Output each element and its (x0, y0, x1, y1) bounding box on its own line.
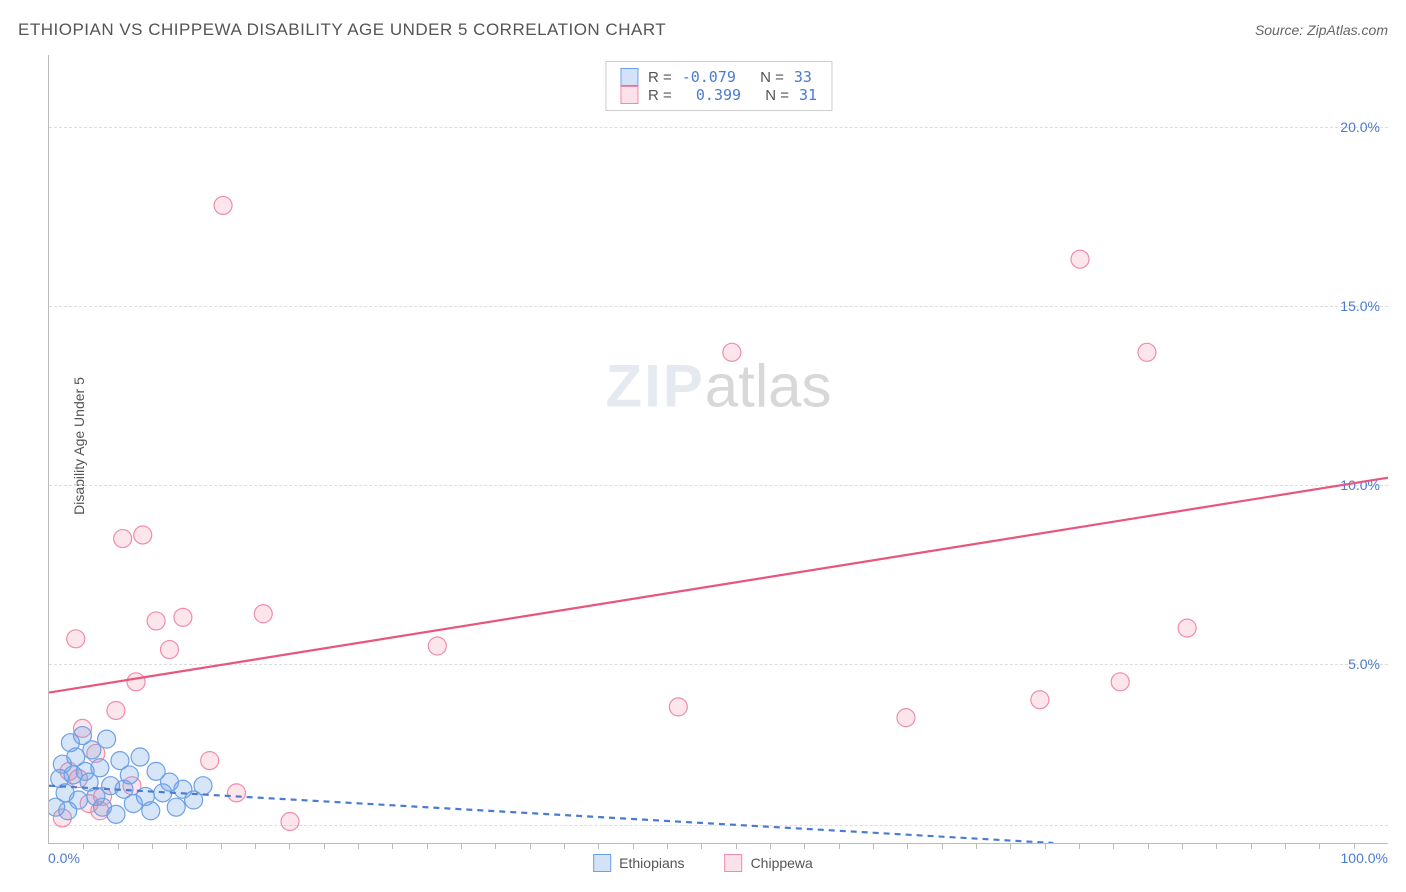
x-tick (186, 843, 187, 849)
r-value-chippewa: 0.399 (696, 86, 741, 104)
r-value-ethiopian: -0.079 (682, 68, 736, 86)
x-tick (392, 843, 393, 849)
scatter-point-chippewa (134, 526, 152, 544)
scatter-point-ethiopian (120, 766, 138, 784)
scatter-point-chippewa (201, 752, 219, 770)
scatter-point-ethiopian (91, 759, 109, 777)
x-tick (736, 843, 737, 849)
n-value-ethiopian: 33 (794, 68, 812, 86)
scatter-point-chippewa (174, 608, 192, 626)
x-tick (1113, 843, 1114, 849)
x-tick (564, 843, 565, 849)
x-tick (873, 843, 874, 849)
scatter-point-chippewa (214, 196, 232, 214)
x-tick (427, 843, 428, 849)
scatter-point-ethiopian (107, 805, 125, 823)
x-tick (83, 843, 84, 849)
x-tick (1079, 843, 1080, 849)
swatch-pink-icon (725, 854, 743, 872)
x-tick (1251, 843, 1252, 849)
x-tick (1216, 843, 1217, 849)
legend-label-ethiopian: Ethiopians (619, 855, 684, 871)
x-tick (1285, 843, 1286, 849)
x-tick (1045, 843, 1046, 849)
scatter-point-chippewa (147, 612, 165, 630)
scatter-point-chippewa (669, 698, 687, 716)
scatter-point-chippewa (723, 343, 741, 361)
x-tick (118, 843, 119, 849)
scatter-point-ethiopian (69, 791, 87, 809)
swatch-blue-icon (593, 854, 611, 872)
x-tick (770, 843, 771, 849)
swatch-pink-icon (620, 86, 638, 104)
x-tick (152, 843, 153, 849)
x-tick (324, 843, 325, 849)
x-tick (598, 843, 599, 849)
x-tick (976, 843, 977, 849)
legend-row-chippewa: R = 0.399 N = 31 (620, 86, 817, 104)
chart-title: ETHIOPIAN VS CHIPPEWA DISABILITY AGE UND… (18, 20, 666, 40)
x-tick (667, 843, 668, 849)
legend-item-ethiopian: Ethiopians (593, 854, 684, 872)
correlation-legend: R = -0.079 N = 33 R = 0.399 N = 31 (605, 61, 832, 111)
scatter-svg (49, 55, 1388, 843)
scatter-point-chippewa (281, 813, 299, 831)
legend-label-chippewa: Chippewa (751, 855, 813, 871)
x-tick (701, 843, 702, 849)
scatter-point-chippewa (1138, 343, 1156, 361)
x-tick (530, 843, 531, 849)
scatter-point-ethiopian (98, 730, 116, 748)
legend-row-ethiopian: R = -0.079 N = 33 (620, 68, 817, 86)
x-tick (1319, 843, 1320, 849)
x-tick (495, 843, 496, 849)
x-tick (358, 843, 359, 849)
scatter-point-chippewa (254, 605, 272, 623)
r-label: R = (648, 69, 672, 86)
n-value-chippewa: 31 (799, 86, 817, 104)
swatch-blue-icon (620, 68, 638, 86)
scatter-point-ethiopian (142, 802, 160, 820)
plot-area: ZIPatlas R = -0.079 N = 33 R = 0.399 N =… (48, 55, 1388, 844)
scatter-point-chippewa (67, 630, 85, 648)
series-legend: Ethiopians Chippewa (593, 854, 813, 872)
scatter-point-chippewa (1071, 250, 1089, 268)
x-min-label: 0.0% (48, 850, 80, 866)
legend-item-chippewa: Chippewa (725, 854, 813, 872)
scatter-point-chippewa (1111, 673, 1129, 691)
scatter-point-chippewa (107, 701, 125, 719)
x-tick (804, 843, 805, 849)
scatter-point-chippewa (127, 673, 145, 691)
x-tick (1148, 843, 1149, 849)
x-tick (289, 843, 290, 849)
trend-line-chippewa (49, 478, 1388, 693)
scatter-point-chippewa (1178, 619, 1196, 637)
x-tick (461, 843, 462, 849)
x-tick (1182, 843, 1183, 849)
r-label: R = (648, 87, 672, 104)
scatter-point-chippewa (1031, 691, 1049, 709)
x-tick (907, 843, 908, 849)
scatter-point-ethiopian (167, 798, 185, 816)
scatter-point-chippewa (428, 637, 446, 655)
scatter-point-chippewa (227, 784, 245, 802)
n-label: N = (765, 87, 789, 104)
scatter-point-chippewa (114, 530, 132, 548)
x-tick (1010, 843, 1011, 849)
x-max-label: 100.0% (1341, 850, 1388, 866)
scatter-point-chippewa (161, 641, 179, 659)
x-tick (255, 843, 256, 849)
n-label: N = (760, 69, 784, 86)
x-tick (942, 843, 943, 849)
chart-container: ETHIOPIAN VS CHIPPEWA DISABILITY AGE UND… (0, 0, 1406, 892)
source-attribution: Source: ZipAtlas.com (1255, 22, 1388, 38)
x-tick (839, 843, 840, 849)
x-tick (633, 843, 634, 849)
scatter-point-chippewa (897, 709, 915, 727)
scatter-point-ethiopian (131, 748, 149, 766)
x-tick (221, 843, 222, 849)
x-tick (1354, 843, 1355, 849)
scatter-point-ethiopian (194, 777, 212, 795)
